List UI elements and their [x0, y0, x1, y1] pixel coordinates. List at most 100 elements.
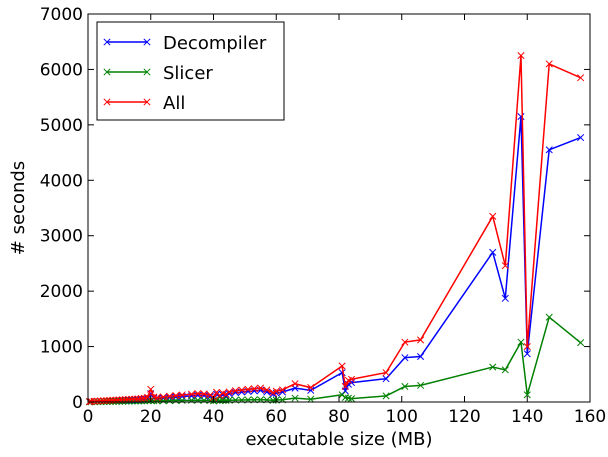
axis-labels-layer: executable size (MB) # seconds — [8, 161, 433, 450]
legend-marker-slicer — [143, 68, 151, 76]
data-point-all — [278, 386, 287, 394]
data-point-all — [263, 386, 271, 394]
data-point-decompiler — [338, 369, 346, 377]
y-tick-label: 6000 — [40, 60, 83, 80]
data-point-all — [128, 395, 136, 403]
data-point-all — [147, 385, 155, 393]
data-point-slicer — [523, 391, 531, 399]
data-point-all — [338, 362, 346, 370]
data-point-all — [291, 380, 299, 388]
legend-marker-slicer — [103, 68, 111, 76]
data-point-decompiler — [545, 146, 553, 154]
data-point-slicer — [417, 381, 425, 389]
x-axis-label: executable size (MB) — [245, 429, 432, 450]
y-tick-label: 2000 — [40, 282, 83, 302]
data-point-slicer — [401, 382, 409, 391]
data-point-all — [87, 397, 95, 405]
data-point-all — [382, 369, 390, 377]
series-layer — [86, 52, 585, 406]
data-point-all — [100, 397, 108, 405]
data-point-decompiler — [401, 354, 409, 362]
data-point-decompiler — [517, 112, 525, 121]
data-point-all — [144, 393, 152, 401]
data-point-all — [194, 390, 202, 398]
legend-marker-decompiler — [103, 38, 111, 46]
data-point-all — [159, 393, 167, 401]
y-tick-label: 5000 — [40, 116, 83, 136]
data-point-all — [341, 382, 349, 391]
data-point-all — [172, 392, 180, 400]
legend-label-decompiler: Decompiler — [163, 33, 267, 54]
data-point-decompiler — [382, 375, 390, 383]
data-point-all — [131, 395, 139, 403]
data-point-slicer — [347, 395, 356, 403]
data-point-slicer — [291, 394, 299, 402]
y-axis-label: # seconds — [8, 161, 29, 255]
data-point-all — [501, 262, 509, 270]
data-point-decompiler — [489, 248, 497, 256]
data-point-slicer — [517, 338, 525, 346]
data-point-all — [238, 386, 246, 394]
y-tick-label: 1000 — [40, 338, 83, 358]
y-tick-label: 3000 — [40, 227, 83, 247]
data-point-all — [250, 385, 258, 393]
data-point-all — [137, 394, 145, 403]
data-point-all — [272, 387, 280, 395]
legend: Decompiler Slicer All — [96, 21, 285, 121]
legend-marker-all — [143, 98, 151, 106]
data-point-slicer — [489, 363, 497, 371]
data-point-slicer — [178, 396, 186, 405]
data-point-slicer — [545, 313, 553, 321]
x-tick-label: 40 — [203, 407, 225, 427]
legend-box — [96, 21, 285, 121]
data-point-all — [90, 397, 98, 405]
data-point-all — [577, 74, 585, 82]
data-point-all — [153, 394, 161, 402]
data-point-slicer — [172, 397, 180, 405]
data-point-all — [347, 375, 356, 383]
data-point-slicer — [216, 397, 224, 405]
legend-marker-decompiler — [143, 38, 151, 46]
x-tick-label: 0 — [83, 407, 94, 427]
legend-marker-all — [103, 98, 111, 106]
data-point-all — [545, 60, 553, 68]
data-point-all — [517, 52, 525, 60]
data-point-all — [244, 385, 252, 393]
data-point-all — [166, 392, 174, 400]
data-point-all — [106, 396, 114, 404]
data-point-all — [489, 212, 497, 220]
data-point-all — [231, 387, 240, 395]
data-point-all — [417, 336, 425, 344]
data-point-slicer — [501, 366, 509, 374]
data-point-decompiler — [307, 386, 315, 394]
data-point-all — [103, 397, 111, 405]
data-point-all — [225, 388, 233, 396]
x-tick-label: 80 — [328, 407, 350, 427]
y-tick-label: 7000 — [40, 5, 83, 25]
data-point-all — [178, 391, 186, 399]
data-point-all — [523, 343, 531, 351]
legend-label-slicer: Slicer — [163, 63, 213, 84]
data-point-decompiler — [501, 294, 509, 302]
x-tick-label: 120 — [448, 407, 480, 427]
x-tick-label: 100 — [386, 407, 418, 427]
data-point-decompiler — [577, 134, 585, 142]
data-point-all — [96, 397, 105, 405]
data-point-all — [93, 397, 101, 405]
x-tick-label: 20 — [140, 407, 162, 427]
data-point-all — [401, 338, 409, 346]
data-point-slicer — [382, 392, 390, 400]
data-point-all — [187, 390, 196, 398]
x-tick-label: 140 — [511, 407, 543, 427]
x-tick-label: 60 — [265, 407, 287, 427]
data-point-all — [307, 384, 315, 392]
x-tick-label: 160 — [574, 407, 606, 427]
data-point-decompiler — [523, 350, 531, 358]
data-point-slicer — [153, 397, 161, 405]
y-tick-label: 4000 — [40, 171, 83, 191]
y-tick-label: 0 — [72, 393, 83, 413]
data-point-decompiler — [417, 352, 425, 361]
data-point-all — [200, 390, 208, 398]
